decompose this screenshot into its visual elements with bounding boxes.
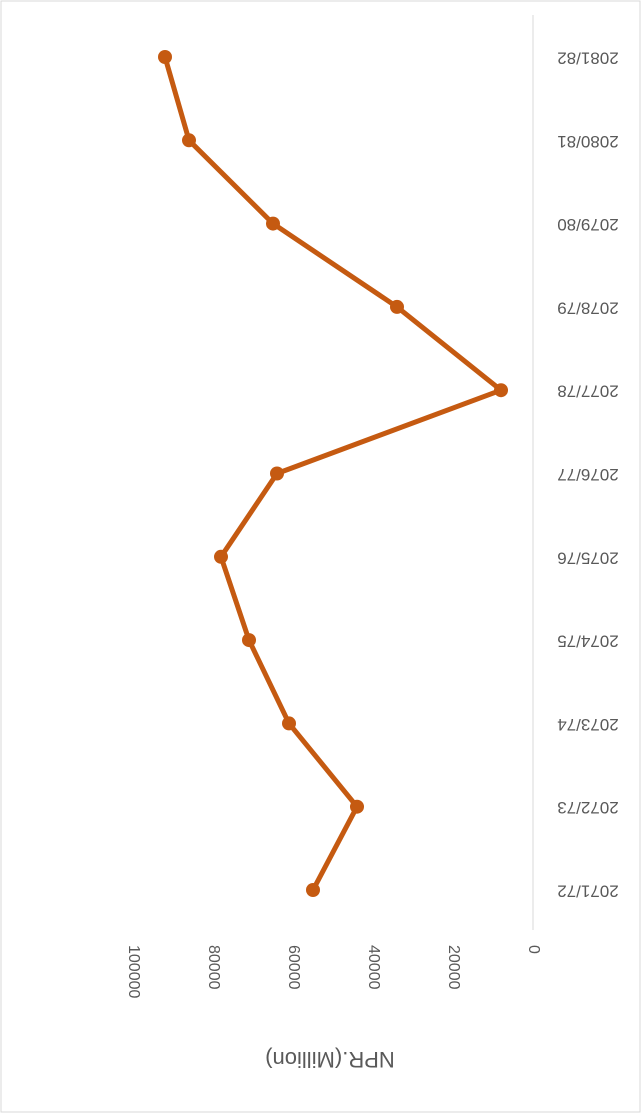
y-tick-label: 20000 (445, 945, 462, 990)
x-tick-label: 2076/77 (557, 465, 618, 484)
x-tick-label: 2071/72 (557, 882, 618, 901)
axis-title: NPR.(Million) (265, 1047, 395, 1072)
x-tick-label: 2079/80 (557, 215, 618, 234)
data-point (306, 883, 320, 897)
y-tick-label: 60000 (285, 945, 302, 990)
x-tick-label: 2078/79 (557, 298, 618, 317)
x-tick-label: 2072/73 (557, 798, 618, 817)
y-tick-label: 100000 (125, 945, 142, 998)
data-point (282, 716, 296, 731)
data-point (158, 50, 172, 64)
data-point (494, 383, 508, 398)
data-point (242, 633, 256, 648)
x-tick-label: 2073/74 (557, 715, 618, 734)
data-point (390, 299, 404, 314)
data-point (350, 799, 364, 814)
data-point (214, 549, 228, 564)
x-tick-label: 2074/75 (557, 632, 618, 651)
data-point (270, 466, 284, 481)
y-tick-label: 40000 (365, 945, 382, 990)
y-tick-label: 0 (525, 945, 542, 954)
data-point (266, 216, 280, 231)
x-tick-label: 2075/76 (557, 548, 618, 567)
x-tick-label: 2077/78 (557, 382, 618, 401)
y-tick-label: 80000 (205, 945, 222, 990)
data-point (182, 133, 196, 148)
x-tick-label: 2080/81 (557, 132, 618, 151)
x-tick-label: 2081/82 (557, 49, 618, 68)
